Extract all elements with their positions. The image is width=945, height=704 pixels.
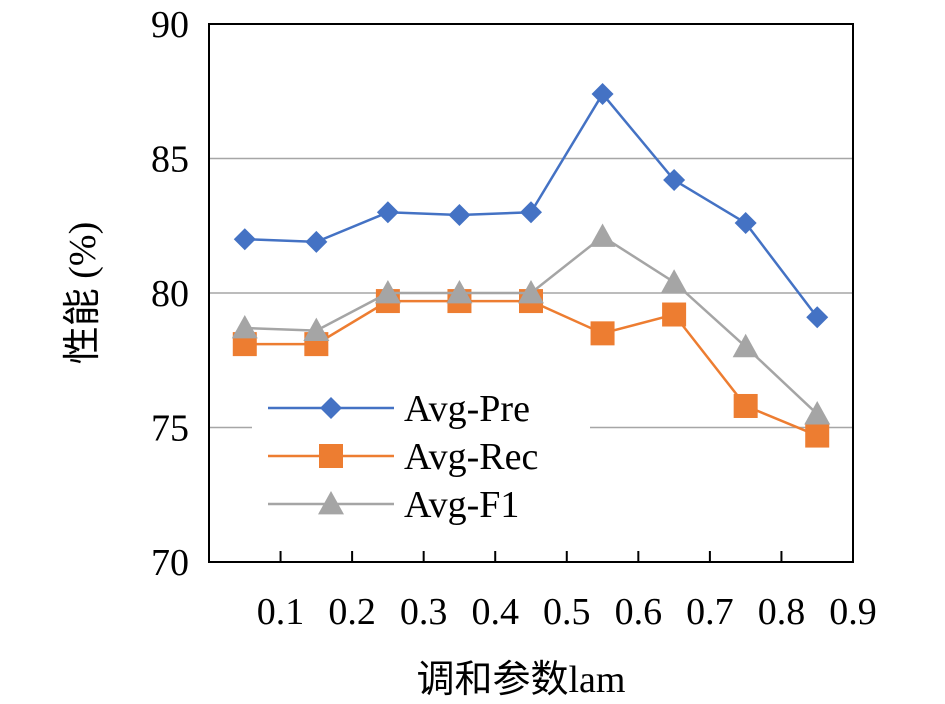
y-axis-label: 性能 (%): [62, 222, 104, 364]
x-tick-label-0.4: 0.4: [471, 591, 519, 633]
series-avg-pre: [233, 82, 829, 329]
x-tick-label-0.2: 0.2: [328, 591, 376, 633]
series-group: [231, 82, 831, 448]
data-point-avg-pre-7: [734, 212, 757, 235]
data-point-avg-pre-6: [663, 169, 686, 192]
x-axis-label: 调和参数lam: [417, 659, 626, 701]
legend-label-avg-f1: Avg-F1: [404, 484, 519, 526]
data-point-avg-f1-7: [732, 333, 759, 358]
x-tick-label-0.5: 0.5: [543, 591, 591, 633]
series-avg-f1: [231, 223, 831, 425]
data-point-avg-f1-0: [231, 314, 258, 339]
legend-label-avg-pre: Avg-Pre: [404, 388, 530, 430]
legend: Avg-Pre Avg-Rec Avg-F1: [252, 372, 590, 542]
x-tick-label-0.1: 0.1: [257, 591, 305, 633]
data-point-avg-pre-8: [806, 306, 829, 329]
data-point-avg-pre-2: [376, 201, 399, 224]
legend-label-avg-rec: Avg-Rec: [404, 436, 538, 478]
y-tick-label-80: 80: [151, 273, 189, 315]
data-point-avg-rec-7: [733, 393, 758, 418]
data-point-avg-f1-3: [446, 280, 473, 304]
data-point-avg-f1-5: [589, 223, 616, 247]
data-point-avg-f1-1: [303, 317, 330, 342]
data-point-avg-pre-1: [305, 230, 328, 253]
data-point-avg-pre-5: [591, 82, 614, 105]
x-tick-label-0.7: 0.7: [686, 591, 734, 633]
data-point-avg-rec-8: [805, 423, 830, 448]
y-axis-tick-labels: 70 75 80 85 90: [151, 4, 189, 584]
y-tick-label-85: 85: [151, 139, 189, 181]
data-point-avg-rec-6: [662, 302, 687, 327]
data-point-avg-f1-4: [518, 280, 544, 304]
x-tick-label-0.3: 0.3: [400, 591, 448, 633]
y-tick-label-70: 70: [151, 542, 189, 584]
data-point-avg-f1-6: [661, 269, 688, 293]
plot-area-frame: [208, 23, 854, 563]
y-tick-label-75: 75: [151, 408, 189, 450]
data-point-avg-f1-8: [804, 401, 831, 425]
x-tick-label-0.6: 0.6: [615, 591, 663, 633]
x-tick-label-0.8: 0.8: [758, 591, 806, 633]
x-axis-ticks: 0.1 0.2 0.3 0.4 0.5 0.6 0.7 0.8 0.9: [257, 551, 877, 633]
data-point-avg-pre-3: [448, 203, 471, 226]
data-point-avg-pre-0: [233, 228, 256, 251]
data-point-avg-pre-4: [520, 201, 542, 224]
y-tick-label-90: 90: [151, 4, 189, 46]
data-point-avg-rec-5: [590, 321, 615, 346]
legend-marker-avg-f1: [318, 491, 344, 515]
x-tick-label-0.9: 0.9: [829, 591, 877, 633]
legend-marker-avg-rec: [319, 444, 343, 468]
legend-marker-avg-pre: [320, 397, 342, 419]
data-point-avg-f1-2: [374, 280, 401, 304]
